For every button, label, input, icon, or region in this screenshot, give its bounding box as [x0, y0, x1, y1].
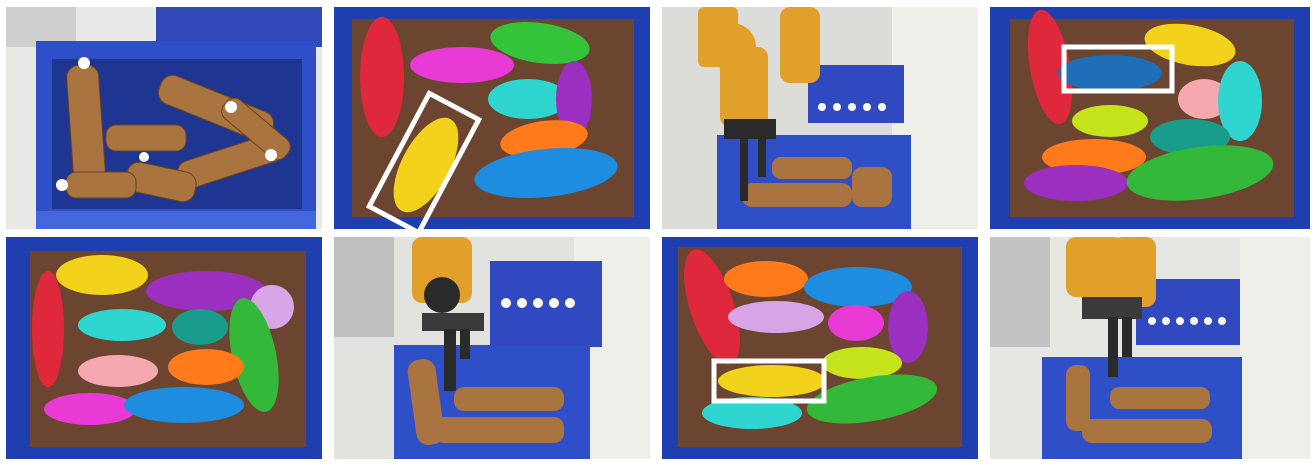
segmentation-panel-5 [6, 237, 322, 459]
segmentation-panel-2 [334, 7, 650, 229]
photo-panel-8 [990, 237, 1310, 459]
photo-panel-6 [334, 237, 650, 459]
photo-panel-3 [662, 7, 978, 229]
segmentation-panel-4 [990, 7, 1310, 229]
photo-panel-1 [6, 7, 322, 229]
segmentation-panel-7 [662, 237, 978, 459]
